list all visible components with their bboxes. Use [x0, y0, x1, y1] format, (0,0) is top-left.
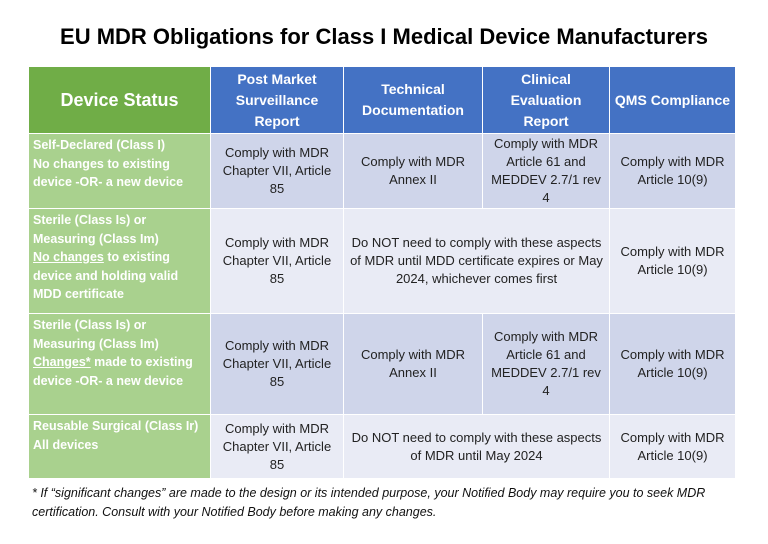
- page-title: EU MDR Obligations for Class I Medical D…: [60, 24, 708, 49]
- merged-exemption-cell: Do NOT need to comply with these aspects…: [343, 208, 610, 314]
- status-line: Reusable Surgical (Class Ir): [33, 419, 199, 433]
- status-emphasis: Changes*: [33, 355, 91, 369]
- header-device-status: Device Status: [28, 66, 211, 134]
- device-status-cell: Sterile (Class Is) or Measuring (Class I…: [28, 208, 211, 314]
- status-description: to existing device and holding valid MDD…: [33, 250, 179, 301]
- status-line: Sterile (Class Is) or Measuring (Class I…: [33, 213, 159, 246]
- header-pms: Post Market Surveillance Report: [210, 66, 344, 134]
- table-row: Sterile (Class Is) or Measuring (Class I…: [28, 208, 736, 314]
- header-row: Device Status Post Market Surveillance R…: [28, 66, 736, 134]
- status-emphasis: No changes: [33, 250, 104, 264]
- technical-documentation-cell: Comply with MDR Annex II: [343, 313, 483, 415]
- table-row: Self-Declared (Class I) No changes to exi…: [28, 133, 736, 209]
- pms-cell: Comply with MDR Chapter VII, Article 85: [210, 414, 344, 479]
- device-status-cell: Self-Declared (Class I) No changes to exi…: [28, 133, 211, 209]
- pms-cell: Comply with MDR Chapter VII, Article 85: [210, 133, 344, 209]
- header-technical-documentation: Technical Documentation: [343, 66, 483, 134]
- qms-cell: Comply with MDR Article 10(9): [609, 313, 736, 415]
- pms-cell: Comply with MDR Chapter VII, Article 85: [210, 313, 344, 415]
- status-description: No changes to existing device -OR- a new…: [33, 156, 184, 190]
- status-description: made to existing device -OR- a new devic…: [33, 355, 193, 388]
- device-status-cell: Sterile (Class Is) or Measuring (Class I…: [28, 313, 211, 415]
- footnote: * If “significant changes” are made to t…: [32, 486, 706, 519]
- header-qms: QMS Compliance: [609, 66, 736, 134]
- status-line: Sterile (Class Is) or Measuring (Class I…: [33, 318, 159, 351]
- table-row: Sterile (Class Is) or Measuring (Class I…: [28, 313, 736, 415]
- qms-cell: Comply with MDR Article 10(9): [609, 208, 736, 314]
- device-status-cell: Reusable Surgical (Class Ir) All devices: [28, 414, 211, 479]
- clinical-evaluation-cell: Comply with MDR Article 61 and MEDDEV 2.…: [482, 133, 610, 209]
- status-line: Self-Declared (Class I): [33, 138, 165, 152]
- qms-cell: Comply with MDR Article 10(9): [609, 414, 736, 479]
- pms-cell: Comply with MDR Chapter VII, Article 85: [210, 208, 344, 314]
- technical-documentation-cell: Comply with MDR Annex II: [343, 133, 483, 209]
- header-clinical-evaluation: Clinical Evaluation Report: [482, 66, 610, 134]
- table-row: Reusable Surgical (Class Ir) All devices …: [28, 414, 736, 479]
- qms-cell: Comply with MDR Article 10(9): [609, 133, 736, 209]
- obligations-table: Device Status Post Market Surveillance R…: [28, 66, 736, 479]
- clinical-evaluation-cell: Comply with MDR Article 61 and MEDDEV 2.…: [482, 313, 610, 415]
- merged-exemption-cell: Do NOT need to comply with these aspects…: [343, 414, 610, 479]
- status-description: All devices: [33, 437, 99, 452]
